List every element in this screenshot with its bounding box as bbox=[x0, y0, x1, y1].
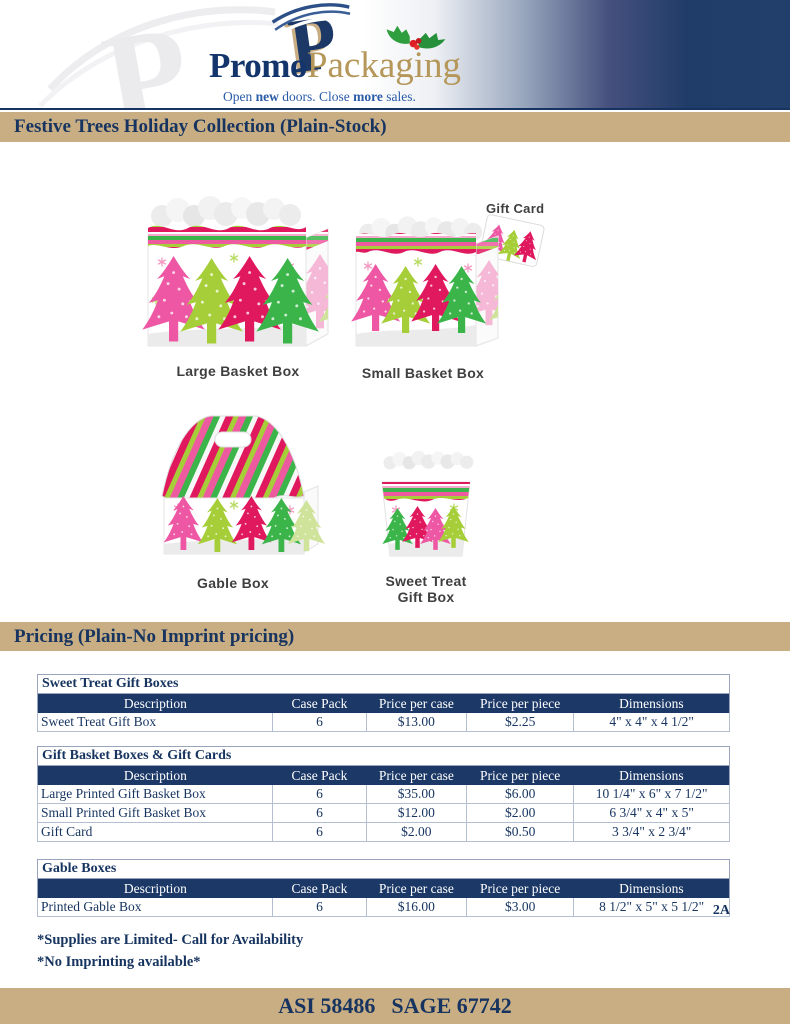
col-dimensions: Dimensions bbox=[573, 765, 730, 785]
table-row: Printed Gable Box 6 $16.00 $3.00 8 1/2" … bbox=[36, 898, 730, 917]
brand-logo: P P PromoPackaging Open new doors. Close… bbox=[185, 0, 485, 108]
table-title: Gable Boxes bbox=[37, 859, 730, 878]
svg-text:P: P bbox=[284, 2, 343, 82]
gable-box-image bbox=[161, 415, 326, 555]
product-label-large-basket-box: Large Basket Box bbox=[176, 363, 300, 379]
table-row: Sweet Treat Gift Box 6 $13.00 $2.25 4" x… bbox=[36, 713, 730, 732]
pricing-title-text: Pricing (Plain-No Imprint pricing) bbox=[14, 626, 295, 647]
product-label-gable-box: Gable Box bbox=[197, 575, 269, 591]
col-price-per-case: Price per case bbox=[366, 765, 467, 785]
brand-packaging-text: Packaging bbox=[306, 45, 462, 86]
footer-bar: ASI 58486 SAGE 67742 bbox=[0, 988, 790, 1024]
asi-number: ASI 58486 bbox=[278, 993, 376, 1018]
product-label-sweet-treat: Sweet Treat Gift Box bbox=[385, 573, 467, 605]
pricing-table-gable-boxes: Gable Boxes Description Case Pack Price … bbox=[36, 859, 730, 917]
table-title: Sweet Treat Gift Boxes bbox=[37, 674, 730, 693]
col-price-per-case: Price per case bbox=[366, 878, 467, 898]
watermark-p-icon: P bbox=[38, 0, 279, 108]
footnote-supplies: *Supplies are Limited- Call for Availabi… bbox=[37, 932, 304, 948]
brand-wordmark: PromoPackaging bbox=[185, 44, 485, 87]
footnotes: *Supplies are Limited- Call for Availabi… bbox=[37, 929, 303, 973]
sweet-treat-gift-box-image bbox=[381, 450, 474, 557]
brand-tagline: Open new doors. Close more sales. bbox=[223, 89, 416, 104]
product-sweet-treat-gift-box: Sweet Treat Gift Box bbox=[366, 448, 486, 605]
product-gable-box: Gable Box bbox=[138, 392, 328, 591]
table-row: Large Printed Gift Basket Box 6 $35.00 $… bbox=[36, 785, 730, 804]
collection-title-text: Festive Trees Holiday Collection (Plain-… bbox=[14, 116, 387, 137]
table-row: Gift Card 6 $2.00 $0.50 3 3/4" x 2 3/4" bbox=[36, 822, 730, 842]
sage-number: SAGE 67742 bbox=[391, 993, 512, 1018]
product-small-basket-box: Small Basket Box bbox=[348, 198, 560, 381]
col-price-per-piece: Price per piece bbox=[466, 765, 574, 785]
col-dimensions: Dimensions bbox=[573, 878, 730, 898]
large-basket-box-image bbox=[142, 196, 329, 347]
col-price-per-case: Price per case bbox=[366, 693, 467, 713]
col-case-pack: Case Pack bbox=[272, 693, 367, 713]
col-price-per-piece: Price per piece bbox=[466, 878, 574, 898]
col-case-pack: Case Pack bbox=[272, 765, 367, 785]
col-description: Description bbox=[37, 765, 273, 785]
header-band: P P P PromoPackaging Open new doors. Clo bbox=[0, 0, 790, 110]
product-label-small-basket-box: Small Basket Box bbox=[361, 365, 485, 381]
table-header-row: Description Case Pack Price per case Pri… bbox=[37, 878, 730, 898]
small-basket-box-image bbox=[351, 214, 545, 347]
col-description: Description bbox=[37, 693, 273, 713]
col-price-per-piece: Price per piece bbox=[466, 693, 574, 713]
holly-icon bbox=[386, 25, 446, 50]
table-title: Gift Basket Boxes & Gift Cards bbox=[37, 746, 730, 765]
page-marker: 2A bbox=[712, 903, 730, 918]
product-large-basket-box: Large Basket Box bbox=[138, 196, 338, 379]
pricing-table-sweet-treat: Sweet Treat Gift Boxes Description Case … bbox=[36, 674, 730, 732]
pricing-table-gift-baskets: Gift Basket Boxes & Gift Cards Descripti… bbox=[36, 746, 730, 842]
footnote-imprinting: *No Imprinting available* bbox=[37, 954, 201, 970]
table-header-row: Description Case Pack Price per case Pri… bbox=[37, 765, 730, 785]
table-row: Small Printed Gift Basket Box 6 $12.00 $… bbox=[36, 803, 730, 823]
col-description: Description bbox=[37, 878, 273, 898]
section-title-pricing: Pricing (Plain-No Imprint pricing) bbox=[0, 622, 790, 651]
col-case-pack: Case Pack bbox=[272, 878, 367, 898]
brand-promo-text: Promo bbox=[208, 46, 307, 85]
product-label-gift-card: Gift Card bbox=[486, 201, 545, 216]
section-title-collection: Festive Trees Holiday Collection (Plain-… bbox=[0, 112, 790, 142]
col-dimensions: Dimensions bbox=[573, 693, 730, 713]
table-header-row: Description Case Pack Price per case Pri… bbox=[37, 693, 730, 713]
brand-p-icon: P P bbox=[269, 2, 351, 82]
